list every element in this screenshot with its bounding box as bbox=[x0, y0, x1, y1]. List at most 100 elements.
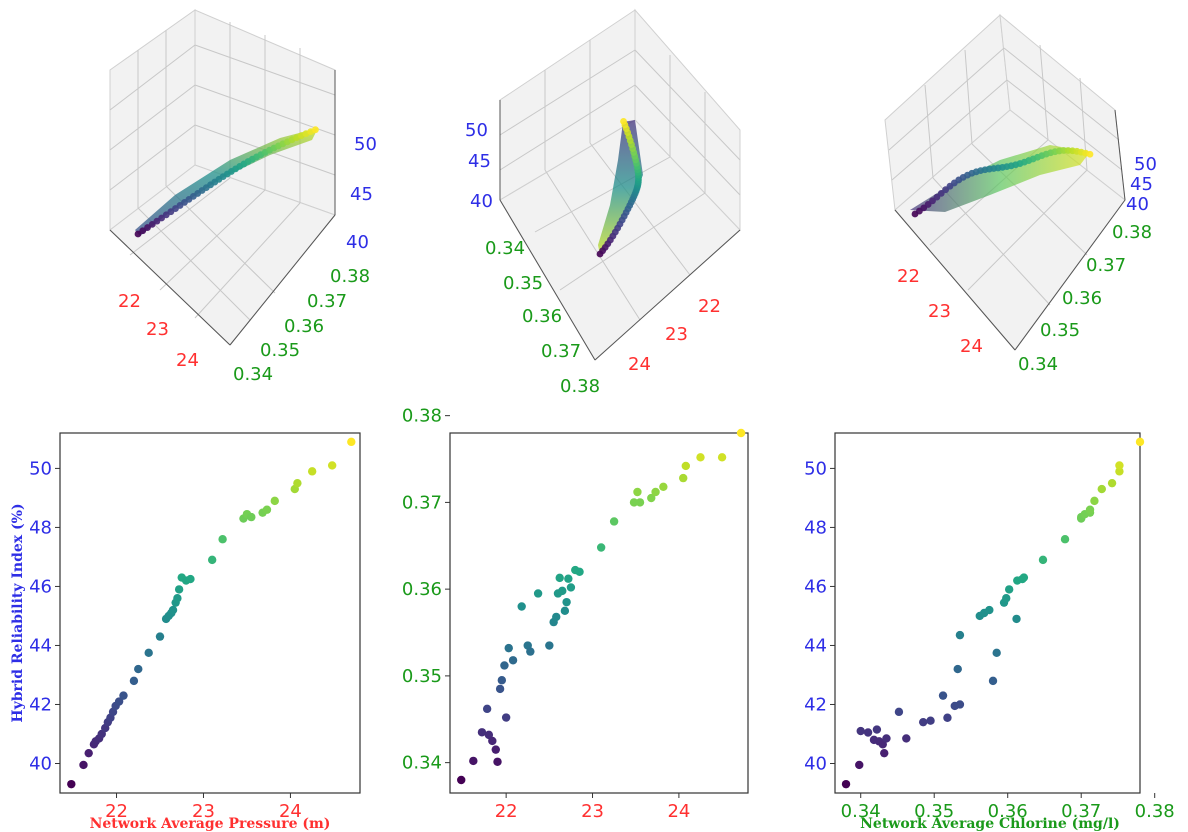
plot-frame-bottom-left bbox=[59, 432, 361, 794]
scatter-point bbox=[134, 664, 143, 674]
scatter-point bbox=[562, 597, 571, 607]
scatter-point bbox=[1019, 573, 1029, 582]
x-tick-label: 0.36 bbox=[988, 801, 1028, 822]
scatter-point bbox=[526, 647, 535, 656]
scatter-point bbox=[497, 676, 507, 685]
scatter-point bbox=[633, 487, 642, 497]
x-tick-label: 23 bbox=[192, 801, 215, 822]
z-ticks-3d-1: 50 45 40 bbox=[346, 134, 377, 253]
scatter-point bbox=[488, 736, 497, 746]
scatter-point bbox=[469, 756, 478, 766]
y-tick-3d-2-0: 0.34 bbox=[485, 238, 525, 259]
surface-3 bbox=[910, 145, 1090, 212]
scatter-point bbox=[863, 728, 873, 737]
y-tick-3d-1-1: 0.37 bbox=[307, 291, 347, 312]
y-axis-label-reliability: Hybrid Reliability Index (%) bbox=[10, 503, 26, 722]
x-tick-3d-3-2: 24 bbox=[960, 336, 983, 357]
z-tick-3d-2-0: 50 bbox=[465, 120, 488, 141]
y-tick-3d-2-3: 0.37 bbox=[541, 341, 581, 362]
scatter-point bbox=[679, 473, 688, 483]
scatter-point bbox=[564, 574, 573, 583]
y-tick-label: 48 bbox=[29, 517, 52, 538]
z-tick-3d-3-1: 45 bbox=[1130, 174, 1153, 195]
scatter-point bbox=[736, 428, 746, 438]
scatter-point bbox=[647, 493, 656, 503]
scatter-point bbox=[495, 684, 505, 694]
points-3d-2 bbox=[596, 117, 642, 258]
scatter-point bbox=[855, 760, 864, 770]
x-tick-label: 24 bbox=[279, 801, 302, 822]
scatter-point bbox=[1090, 496, 1099, 506]
y-ticks-3d-1: 0.38 0.37 0.36 0.35 0.34 bbox=[233, 266, 370, 385]
x-tick-3d-2-1: 23 bbox=[665, 324, 688, 345]
scatter-point bbox=[119, 691, 128, 700]
scatter-point bbox=[174, 585, 184, 594]
x-tick-label: 22 bbox=[495, 801, 518, 822]
scatter-point bbox=[545, 641, 554, 650]
x-tick-3d-2-2: 24 bbox=[628, 354, 651, 375]
y-tick-label: 44 bbox=[29, 635, 52, 656]
scatter-point bbox=[262, 505, 272, 514]
scatter-point bbox=[270, 496, 279, 506]
scatter-point bbox=[129, 676, 139, 686]
scatter-point bbox=[992, 648, 1001, 658]
y-tick-label: 44 bbox=[804, 635, 827, 656]
z-tick-3d-3-2: 40 bbox=[1126, 194, 1149, 215]
y-tick-label: 40 bbox=[29, 753, 52, 774]
z-tick-3d-1-1: 45 bbox=[350, 184, 373, 205]
scatter-point bbox=[493, 757, 502, 766]
z-ticks-3d-2: 50 45 40 bbox=[465, 120, 493, 212]
scatter-point bbox=[1002, 594, 1011, 603]
scatter-point bbox=[207, 555, 217, 565]
panel-3d-top-right: 22 23 24 0.38 0.37 0.36 0.35 0.34 50 45 … bbox=[884, 13, 1157, 375]
scatter-point bbox=[575, 567, 584, 576]
scatter-point bbox=[173, 594, 182, 603]
scatter-point bbox=[681, 461, 691, 471]
scatter-point bbox=[988, 676, 998, 686]
y-tick-label: 42 bbox=[804, 694, 827, 715]
scatter-point bbox=[856, 726, 865, 736]
scatter-point bbox=[902, 734, 911, 743]
scatter-point bbox=[504, 643, 513, 653]
scatter-point bbox=[79, 760, 88, 770]
x-tick-label: 23 bbox=[581, 801, 604, 822]
scatter-point bbox=[566, 583, 576, 592]
x-tick-3d-3-0: 22 bbox=[897, 266, 920, 287]
z-tick-3d-1-0: 50 bbox=[354, 134, 377, 155]
y-tick-3d-2-1: 0.35 bbox=[503, 273, 543, 294]
plot-frame-bottom-middle bbox=[449, 432, 749, 794]
x-tick-label: 0.35 bbox=[914, 801, 954, 822]
z-ticks-3d-3: 50 45 40 bbox=[1126, 154, 1157, 215]
scatter-point bbox=[596, 543, 606, 552]
scatter-point-3d bbox=[620, 117, 627, 125]
grid-3d-1 bbox=[109, 22, 336, 321]
scatter-point bbox=[955, 630, 965, 640]
scatter-point bbox=[926, 716, 935, 725]
scatter-point bbox=[629, 498, 639, 507]
x-tick-label: 0.34 bbox=[841, 801, 881, 822]
scatter-point bbox=[552, 612, 561, 622]
x-ticks-3d-2: 22 23 24 bbox=[628, 296, 721, 375]
y-tick-label: 0.34 bbox=[402, 753, 442, 774]
y-tick-label: 0.37 bbox=[402, 492, 442, 513]
y-ticks-3d-2: 0.34 0.35 0.36 0.37 0.38 bbox=[485, 238, 600, 397]
scatter-point bbox=[1097, 484, 1106, 494]
x-tick-label: 0.37 bbox=[1061, 801, 1101, 822]
scatter-point bbox=[186, 574, 195, 584]
x-tick-3d-2-0: 22 bbox=[698, 296, 721, 317]
x-tick-label: 0.38 bbox=[1135, 801, 1175, 822]
y-tick-3d-3-0: 0.38 bbox=[1112, 222, 1152, 243]
points-3d-3 bbox=[911, 147, 1094, 218]
y-tick-3d-2-2: 0.36 bbox=[522, 306, 562, 327]
scatter-point bbox=[918, 717, 928, 727]
y-tick-label: 50 bbox=[804, 458, 827, 479]
scatter-point bbox=[609, 517, 619, 526]
x-ticks-3d-1: 22 23 24 bbox=[118, 291, 199, 371]
scatter-point bbox=[491, 745, 500, 754]
x-tick-label: 24 bbox=[667, 801, 690, 822]
y-tick-label: 48 bbox=[804, 517, 827, 538]
y-tick-3d-1-2: 0.36 bbox=[284, 316, 324, 337]
scatter-bottom-middle: 22 23 24 0.34 0.35 0.36 0.37 0.38 bbox=[402, 406, 746, 822]
y-tick-label: 0.36 bbox=[402, 579, 442, 600]
